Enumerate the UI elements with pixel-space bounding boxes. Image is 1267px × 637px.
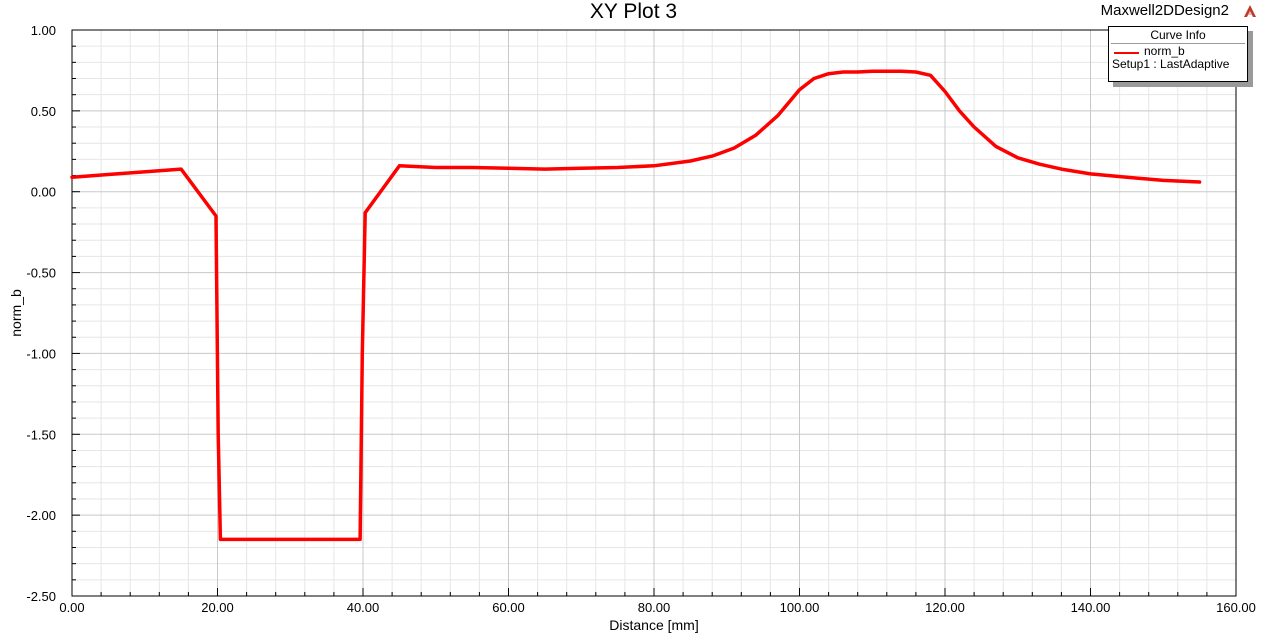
x-tick-labels: 0.00 20.00 40.00 60.00 80.00 100.00 120.00 140.… [59,600,1256,615]
series-line-norm-b [70,69,1202,542]
x-tick-label: 160.00 [1216,600,1256,615]
x-axis-label: Distance [mm] [609,617,698,633]
y-tick-label: 0.00 [31,185,56,200]
x-tick-label: 80.00 [638,600,671,615]
y-tick-labels: 1.00 0.50 0.00 -0.50 -1.00 -1.50 -2.00 -2.50 [26,23,56,604]
axis-ticks [71,29,1237,597]
legend-swatch [1114,52,1139,54]
maxwell-logo-icon [1244,5,1256,17]
y-tick-label: -1.50 [26,427,56,442]
y-tick-label: -2.00 [26,508,56,523]
y-tick-label: -0.50 [26,266,56,281]
x-tick-label: 60.00 [492,600,525,615]
legend-setup-label: Setup1 : LastAdaptive [1112,57,1230,71]
y-axis-label: norm_b [8,289,24,337]
x-tick-label: 20.00 [201,600,234,615]
plot-title: XY Plot 3 [589,0,678,23]
legend-series-label: norm_b [1144,44,1185,58]
x-tick-label: 120.00 [925,600,965,615]
y-tick-label: 0.50 [31,104,56,119]
x-tick-label: 40.00 [347,600,380,615]
x-tick-label: 100.00 [780,600,820,615]
x-tick-label: 140.00 [1071,600,1111,615]
design-name: Maxwell2DDesign2 [1100,2,1229,19]
curve-info-legend[interactable]: Curve Info norm_b Setup1 : LastAdaptive [1108,26,1248,82]
y-tick-label: 1.00 [31,23,56,38]
series-layer [70,69,1202,542]
y-tick-label: -2.50 [26,589,56,604]
legend-header: Curve Info [1111,27,1245,44]
legend-entry[interactable]: norm_b Setup1 : LastAdaptive [1109,44,1247,80]
x-tick-label: 0.00 [59,600,84,615]
y-tick-label: -1.00 [26,346,56,361]
